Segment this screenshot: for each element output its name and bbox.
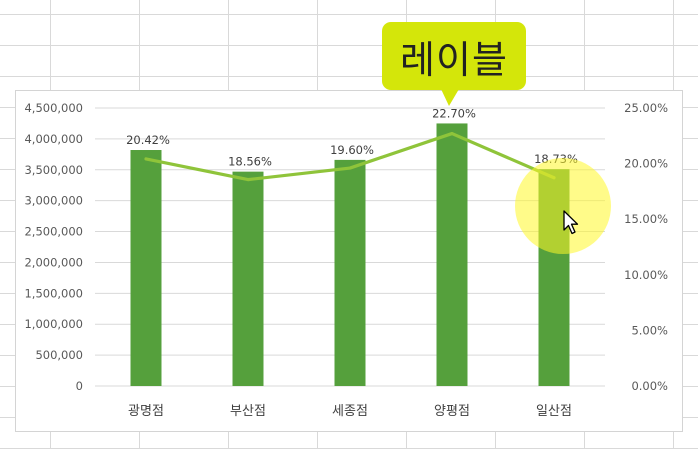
x-category-label: 양평점 (434, 404, 470, 419)
y-right-tick-label: 15.00% (624, 212, 668, 226)
x-category-label: 세종점 (332, 404, 368, 419)
data-label: 22.70% (432, 106, 476, 120)
y-left-tick-label: 3,000,000 (24, 194, 83, 208)
x-category-label: 일산점 (536, 404, 572, 419)
bar (130, 150, 162, 386)
line-point (246, 178, 250, 182)
y-left-tick-label: 2,500,000 (24, 225, 83, 239)
line-point (348, 166, 352, 170)
y-right-tick-label: 0.00% (631, 379, 668, 393)
bar (232, 171, 264, 386)
x-category-label: 광명점 (128, 404, 164, 419)
y-left-tick-label: 4,500,000 (24, 101, 83, 115)
line-point (450, 132, 454, 136)
y-left-tick-label: 3,500,000 (24, 163, 83, 177)
y-right-tick-label: 20.00% (624, 157, 668, 171)
data-label: 19.60% (330, 143, 374, 157)
data-label: 18.56% (228, 155, 272, 169)
callout-tail (441, 89, 459, 106)
bar (334, 159, 366, 386)
y-right-tick-label: 25.00% (624, 101, 668, 115)
label-callout: 레이블 (382, 22, 526, 90)
x-category-label: 부산점 (230, 404, 266, 419)
y-right-tick-label: 10.00% (624, 268, 668, 282)
y-left-tick-label: 2,000,000 (24, 255, 83, 269)
y-left-tick-label: 1,000,000 (24, 317, 83, 331)
y-left-tick-label: 500,000 (35, 348, 83, 362)
y-left-tick-label: 0 (76, 379, 83, 393)
y-left-tick-label: 4,000,000 (24, 132, 83, 146)
click-highlight (515, 158, 611, 254)
chart-area[interactable]: 0 500,000 1,000,000 1,500,000 2,000,000 2,500… (15, 90, 683, 432)
bar (436, 123, 468, 386)
y-right-tick-label: 5.00% (631, 323, 668, 337)
callout-text: 레이블 (400, 37, 508, 82)
mouse-pointer-icon (563, 210, 579, 235)
data-label: 20.42% (126, 133, 170, 147)
combo-chart: 0 500,000 1,000,000 1,500,000 2,000,000 2,500… (24, 101, 668, 419)
y-left-tick-label: 1,500,000 (24, 286, 83, 300)
line-point (144, 157, 148, 161)
